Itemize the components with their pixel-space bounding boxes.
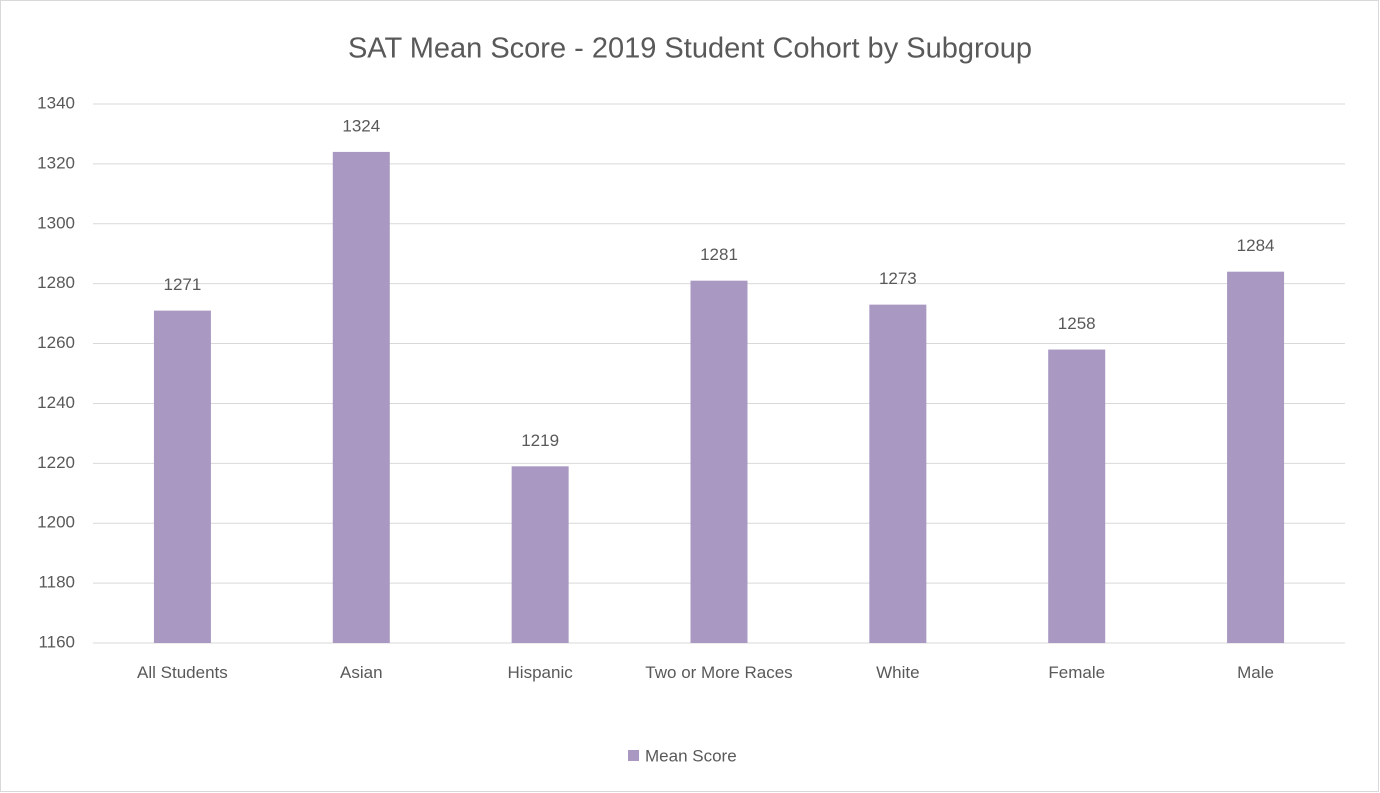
bar xyxy=(1227,271,1285,643)
x-tick-label: Asian xyxy=(340,663,383,682)
chart-title: SAT Mean Score - 2019 Student Cohort by … xyxy=(348,33,1032,65)
data-label: 1273 xyxy=(879,269,917,288)
y-tick-label: 1260 xyxy=(37,333,75,352)
y-tick-label: 1240 xyxy=(37,393,75,412)
legend-swatch xyxy=(628,750,639,761)
y-tick-label: 1300 xyxy=(37,213,75,232)
y-tick-label: 1200 xyxy=(37,513,75,532)
data-label: 1219 xyxy=(521,431,559,450)
x-tick-label: Male xyxy=(1237,663,1274,682)
y-tick-label: 1220 xyxy=(37,453,75,472)
data-label: 1324 xyxy=(342,116,380,135)
y-tick-label: 1280 xyxy=(37,273,75,292)
legend-label: Mean Score xyxy=(645,746,737,765)
data-label: 1258 xyxy=(1058,314,1096,333)
y-tick-label: 1320 xyxy=(37,153,75,172)
data-label: 1281 xyxy=(700,245,738,264)
data-label: 1284 xyxy=(1237,236,1275,255)
x-tick-label: Two or More Races xyxy=(645,663,793,682)
bar xyxy=(690,280,748,643)
bar xyxy=(1048,349,1106,643)
bar xyxy=(332,151,390,643)
x-tick-label: All Students xyxy=(137,663,228,682)
bar xyxy=(511,466,569,643)
data-label: 1271 xyxy=(164,275,202,294)
x-tick-label: Hispanic xyxy=(507,663,573,682)
y-tick-label: 1160 xyxy=(38,632,75,651)
x-tick-label: Female xyxy=(1048,663,1106,682)
y-tick-label: 1340 xyxy=(37,93,75,112)
bar xyxy=(869,304,927,643)
y-tick-label: 1180 xyxy=(38,573,75,592)
bar xyxy=(153,310,211,643)
x-tick-label: White xyxy=(876,663,920,682)
